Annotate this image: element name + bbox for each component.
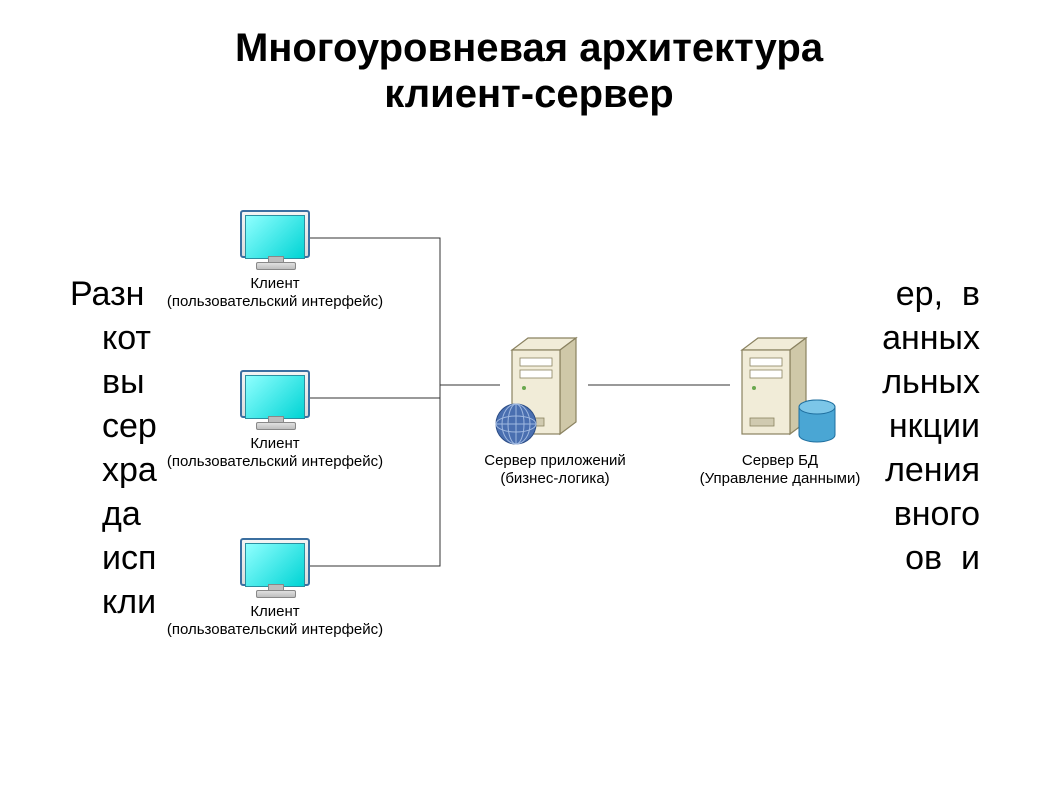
title-line2: клиент-сервер — [384, 72, 674, 116]
client-icon — [240, 538, 310, 596]
node-client1 — [240, 210, 310, 268]
bg-text-right-fragment: льных — [882, 363, 980, 402]
title-line1: Многоуровневая архитектура — [235, 26, 823, 70]
label-line2: (бизнес-логика) — [465, 470, 645, 488]
label-line1: Сервер приложений — [465, 452, 645, 470]
label-line1: Клиент — [165, 275, 385, 293]
label-line2: (Управление данными) — [680, 470, 880, 488]
node-dbserver — [730, 330, 818, 440]
node-client3 — [240, 538, 310, 596]
client-icon — [240, 210, 310, 268]
label-appserver: Сервер приложений(бизнес-логика) — [465, 452, 645, 488]
bg-text-left-fragment: Разн — [70, 275, 144, 314]
bg-text-left-fragment: да — [102, 495, 141, 534]
label-dbserver: Сервер БД(Управление данными) — [680, 452, 880, 488]
label-line1: Клиент — [165, 603, 385, 621]
label-client1: Клиент(пользовательский интерфейс) — [165, 275, 385, 311]
node-appserver — [500, 330, 588, 440]
bg-text-left-fragment: сер — [102, 407, 157, 446]
label-line2: (пользовательский интерфейс) — [165, 293, 385, 311]
label-client2: Клиент(пользовательский интерфейс) — [165, 435, 385, 471]
bg-text-right-fragment: вного — [894, 495, 980, 534]
bg-text-right-fragment: анных — [882, 319, 980, 358]
label-line2: (пользовательский интерфейс) — [165, 621, 385, 639]
edge — [310, 385, 500, 398]
bg-text-right-fragment: нкции — [889, 407, 980, 446]
bg-text-left-fragment: хра — [102, 451, 157, 490]
node-client2 — [240, 370, 310, 428]
edge — [310, 238, 500, 385]
label-client3: Клиент(пользовательский интерфейс) — [165, 603, 385, 639]
bg-text-left-fragment: вы — [102, 363, 145, 402]
database-icon — [796, 398, 838, 444]
bg-text-right-fragment: ов и — [905, 539, 980, 578]
bg-text-right-fragment: ления — [885, 451, 980, 490]
bg-text-right-fragment: ер, в — [896, 275, 980, 314]
globe-icon — [494, 402, 538, 446]
label-line1: Клиент — [165, 435, 385, 453]
slide-title: Многоуровневая архитектура клиент-сервер — [0, 25, 1058, 117]
label-line2: (пользовательский интерфейс) — [165, 453, 385, 471]
bg-text-left-fragment: кот — [102, 319, 151, 358]
label-line1: Сервер БД — [680, 452, 880, 470]
bg-text-left-fragment: кли — [102, 583, 156, 622]
diagram-canvas: Многоуровневая архитектура клиент-сервер… — [0, 0, 1058, 793]
bg-text-left-fragment: исп — [102, 539, 156, 578]
client-icon — [240, 370, 310, 428]
